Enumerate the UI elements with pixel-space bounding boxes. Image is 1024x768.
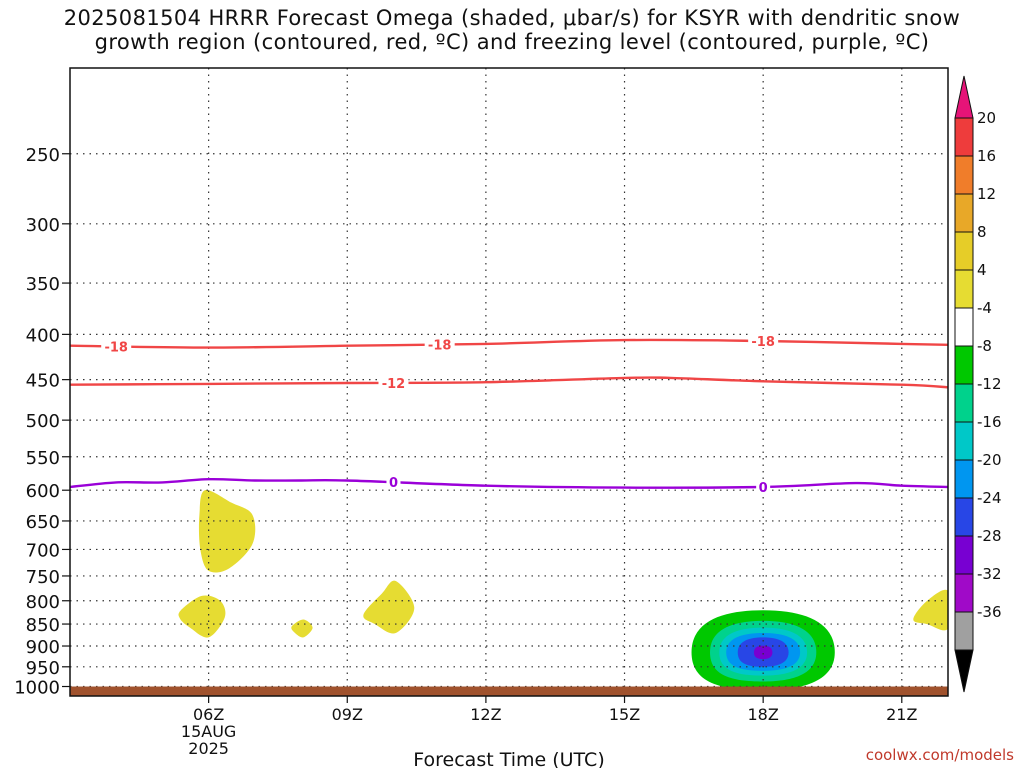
y-tick-label-450: 450: [26, 371, 60, 392]
y-tick-label-400: 400: [26, 325, 60, 346]
y-tick-label-700: 700: [26, 540, 60, 561]
contour-label--18-1: -18: [104, 340, 128, 355]
colorbar-band-12: [954, 535, 974, 575]
colorbar-band-8: [954, 383, 974, 423]
colorbar-band-10: [954, 459, 974, 499]
colorbar-band-5: [954, 269, 974, 309]
colorbar-band-2: [954, 155, 974, 195]
y-tick-label-1000: 1000: [14, 678, 60, 699]
y-tick-label-550: 550: [26, 448, 60, 469]
colorbar-label-11: -24: [977, 489, 1002, 507]
colorbar-band-11: [954, 497, 974, 537]
colorbar-legend: 20 16 12 8 4 -4 -8 -12 -16 -20 -24 -28 -32 -36: [954, 75, 1002, 693]
colorbar-top-arrow: [954, 75, 974, 119]
site-credit[interactable]: coolwx.com/models: [865, 746, 1014, 764]
contour-label-bg: [378, 374, 409, 390]
colorbar-label-2: 16: [977, 147, 996, 165]
colorbar-label-7: -8: [977, 337, 992, 355]
omega-core-level-6: [753, 645, 773, 660]
contour-label-bg: [101, 338, 132, 354]
x-tick-label-15Z: 15Z: [609, 705, 640, 724]
contour-label-0-1: 0: [389, 476, 398, 491]
colorbar-label-12: -28: [977, 527, 1002, 545]
contour-line--12: [70, 376, 948, 389]
omega-region-5: [913, 589, 948, 631]
chart-title: 2025081504 HRRR Forecast Omega (shaded, …: [0, 6, 1024, 54]
x-tick-label-06Z: 06Z: [193, 705, 224, 724]
colorbar-label-3: 12: [977, 185, 996, 203]
colorbar-band-3: [954, 193, 974, 233]
colorbar-bottom-arrow: [954, 649, 974, 693]
contour-label--12-1: -12: [382, 377, 406, 392]
y-tick-label-800: 800: [26, 592, 60, 613]
x-tick-label-18Z: 18Z: [747, 705, 778, 724]
y-tick-label-850: 850: [26, 615, 60, 636]
ground-layer: [70, 686, 948, 696]
x-tick-sublabel-2: 2025: [188, 739, 229, 758]
y-tick-label-300: 300: [26, 215, 60, 236]
y-tick-label-350: 350: [26, 274, 60, 295]
y-tick-label-900: 900: [26, 637, 60, 658]
y-tick-label-750: 750: [26, 567, 60, 588]
omega-region-2: [178, 595, 226, 638]
plot-frame: [69, 67, 949, 697]
colorbar-label-4: 8: [977, 223, 987, 241]
x-axis-label: Forecast Time (UTC): [413, 749, 604, 768]
chart-title-line-2: growth region (contoured, red, ºC) and f…: [94, 30, 930, 54]
contour-label-bg: [748, 333, 779, 349]
y-tick-label-250: 250: [26, 145, 60, 166]
plot-border: [69, 67, 949, 697]
colorbar-band-9: [954, 421, 974, 461]
temperature-contours: -18 -18 -18 -12 0 0: [70, 333, 948, 496]
y-tick-label-500: 500: [26, 411, 60, 432]
colorbar-label-8: -12: [977, 375, 1002, 393]
contour-line-0: [70, 477, 948, 489]
colorbar-label-13: -32: [977, 565, 1002, 583]
contour-label-bg: [386, 474, 401, 490]
x-tick-label-09Z: 09Z: [332, 705, 363, 724]
colorbar-label-9: -16: [977, 413, 1002, 431]
colorbar-band-1: [954, 117, 974, 157]
colorbar-band-4: [954, 231, 974, 271]
omega-region-4: [363, 580, 415, 634]
contour-label-bg: [756, 478, 771, 494]
colorbar-label-5: 4: [977, 261, 987, 279]
chart-title-line-1: 2025081504 HRRR Forecast Omega (shaded, …: [63, 6, 961, 30]
colorbar-label-1: 20: [977, 109, 996, 127]
colorbar-band-14: [954, 611, 974, 651]
colorbar-band-6: [954, 307, 974, 347]
x-tick-label-12Z: 12Z: [470, 705, 501, 724]
contour-label--18-3: -18: [751, 335, 775, 350]
colorbar-label-10: -20: [977, 451, 1002, 469]
y-tick-label-650: 650: [26, 512, 60, 533]
contour-line--18: [70, 338, 948, 349]
omega-region-3: [291, 619, 313, 638]
colorbar-label-6: -4: [977, 299, 992, 317]
omega-shading: [178, 489, 948, 691]
y-tick-label-600: 600: [26, 481, 60, 502]
x-tick-label-21Z: 21Z: [886, 705, 917, 724]
colorbar-band-13: [954, 573, 974, 613]
colorbar-label-14: -36: [977, 603, 1002, 621]
omega-region-1: [198, 489, 256, 573]
y-tick-label-950: 950: [26, 658, 60, 679]
x-tick-sublabel-1: 15AUG: [181, 722, 236, 741]
grid-lines: [70, 68, 948, 696]
y-axis-ticks: 2503003504004505005506006507007508008509…: [14, 145, 70, 699]
contour-label-0-2: 0: [759, 481, 768, 496]
ground-fill: [70, 686, 948, 696]
contour-label--18-2: -18: [428, 338, 452, 353]
colorbar-band-7: [954, 345, 974, 385]
contour-label-bg: [424, 336, 455, 352]
